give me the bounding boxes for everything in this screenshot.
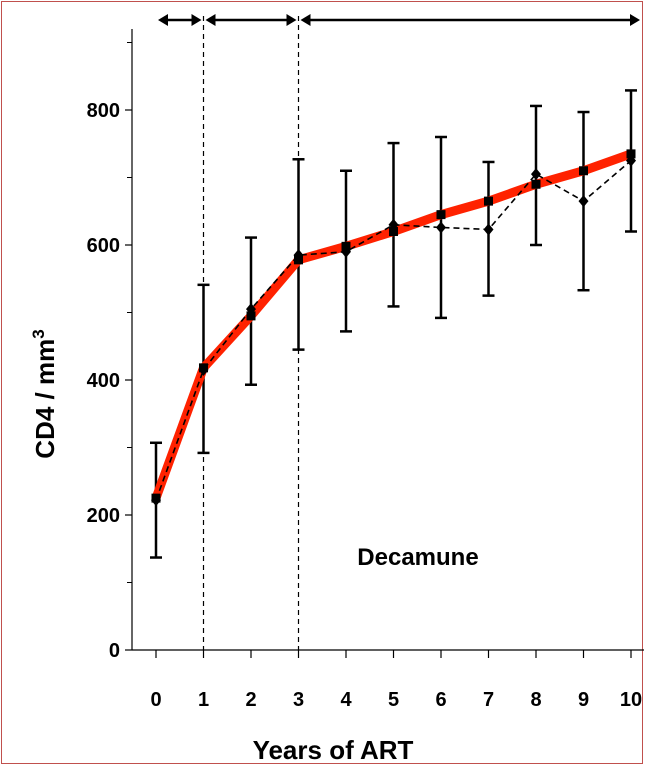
diamond-marker: [436, 221, 446, 234]
y-tick-label: 200: [87, 505, 120, 527]
y-tick-label: 400: [87, 370, 120, 392]
square-marker: [626, 149, 636, 159]
period-arrowhead-left: [300, 14, 311, 26]
diamond-marker: [626, 154, 636, 167]
decamune-annotation: Decamune: [357, 544, 478, 571]
diamond-marker: [483, 223, 494, 236]
y-tick-label: 0: [109, 640, 120, 662]
y-tick-label: 800: [87, 100, 120, 122]
series-line-dashed: [155, 160, 632, 501]
x-tick-label: 7: [483, 689, 494, 711]
square-marker: [579, 166, 588, 176]
diamond-marker: [151, 494, 161, 507]
x-tick-label: 4: [340, 689, 352, 711]
square-marker: [246, 311, 256, 321]
diamond-marker: [388, 218, 399, 231]
error-bars: [150, 89, 637, 559]
y-axis-label-group: CD4 / mm3: [29, 329, 60, 458]
diamond-marker: [341, 245, 351, 258]
square-marker: [436, 210, 446, 220]
x-tick-label: 10: [620, 689, 642, 711]
period-arrowhead-left: [158, 14, 168, 26]
x-tick-label: 6: [435, 689, 446, 711]
x-tick-label: 9: [578, 689, 589, 711]
square-marker: [531, 179, 541, 189]
period-arrowhead-left: [205, 14, 216, 26]
diamond-marker: [578, 195, 589, 208]
y-axis-label: CD4 / mm: [30, 339, 60, 459]
period-arrowhead-right: [191, 14, 202, 26]
diamond-marker: [293, 249, 304, 262]
x-tick-label: 8: [530, 689, 541, 711]
series-markers: [151, 149, 636, 507]
axes: [125, 29, 644, 658]
x-tick-label: 3: [293, 689, 304, 711]
y-axis-label-superscript: 3: [29, 329, 48, 338]
x-axis-label: Years of ART: [253, 735, 414, 765]
period-arrowhead-right: [286, 14, 297, 26]
x-tick-label: 2: [245, 689, 256, 711]
diamond-marker: [246, 303, 256, 316]
x-tick-label: 5: [388, 689, 399, 711]
square-marker: [484, 196, 493, 206]
tick-labels: 0 200 400 600 800 0 1 2 3 4 5 6 7 8 9 10: [87, 100, 643, 711]
svg-text:CD4 / mm3: CD4 / mm3: [29, 329, 60, 458]
y-tick-label: 600: [87, 235, 120, 257]
x-tick-label: 1: [198, 689, 209, 711]
period-arrowhead-right: [630, 14, 640, 26]
diamond-marker: [198, 363, 209, 376]
period-arrows: [158, 14, 640, 26]
square-marker: [389, 227, 398, 236]
diamond-marker: [531, 168, 541, 181]
x-tick-label: 0: [150, 689, 161, 711]
